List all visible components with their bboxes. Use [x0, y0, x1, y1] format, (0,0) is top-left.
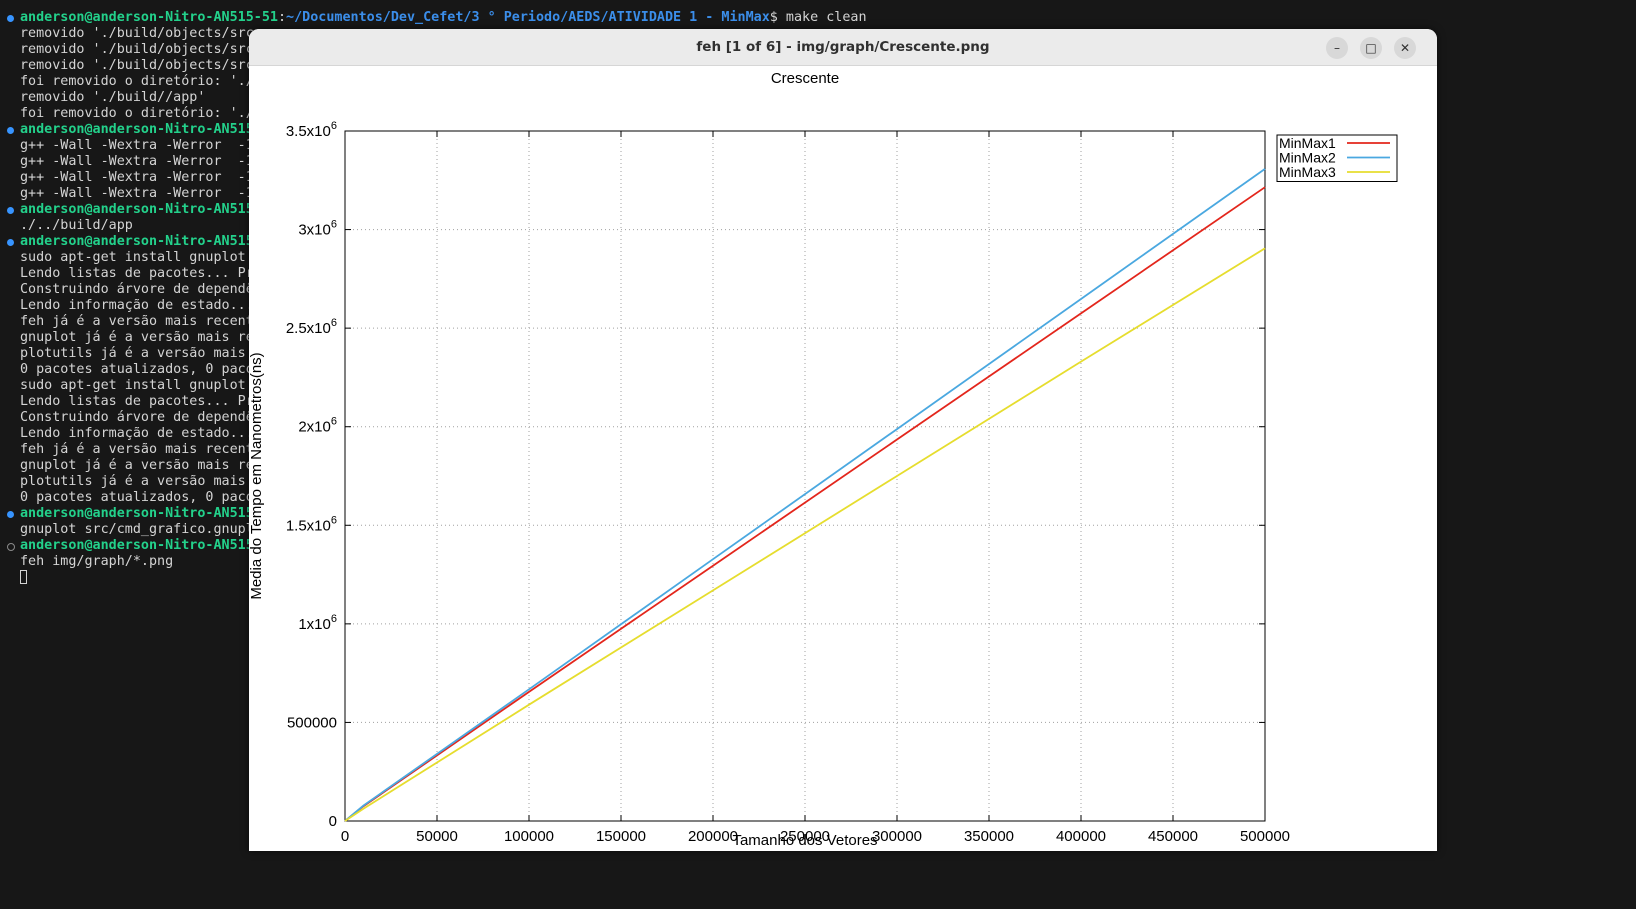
terminal-output-line: removido './build/objects/src: [20, 26, 254, 41]
prompt-status-dot-icon: [7, 15, 14, 22]
prompt-status-dot-icon: [7, 127, 14, 134]
terminal-output-line: foi removido o diretório: './: [20, 74, 254, 89]
series-line-minmax1: [344, 186, 1266, 822]
x-tick-label: 50000: [416, 828, 458, 845]
terminal-output-line: foi removido o diretório: './: [20, 106, 254, 121]
x-tick-label: 300000: [872, 828, 922, 845]
plot-canvas: 0 50000 100000 150000 200000 250000 300000 3500…: [249, 70, 1398, 849]
x-tick-label: 500000: [1240, 828, 1290, 845]
terminal-output-line: gnuplot já é a versão mais re: [20, 458, 254, 473]
x-tick-label: 0: [341, 828, 349, 845]
window-titlebar[interactable]: feh [1 of 6] - img/graph/Crescente.png –…: [249, 29, 1437, 66]
x-tick-label: 200000: [688, 828, 738, 845]
terminal-output-line: Lendo informação de estado...: [20, 426, 254, 441]
terminal-output-line: 0 pacotes atualizados, 0 paco: [20, 490, 254, 505]
close-button[interactable]: ✕: [1394, 37, 1416, 59]
terminal-output-line: Lendo informação de estado...: [20, 298, 254, 313]
x-tick-label: 250000: [780, 828, 830, 845]
y-tick-label: 3x106: [298, 219, 337, 239]
prompt-status-dot-icon: [7, 207, 14, 214]
terminal-output-line: ./../build/app: [20, 218, 133, 233]
terminal-output-line: 0 pacotes atualizados, 0 paco: [20, 362, 254, 377]
terminal-prompt-line: anderson@anderson-Nitro-AN515: [20, 506, 254, 521]
terminal-output-line: g++ -Wall -Wextra -Werror -1: [20, 138, 254, 153]
terminal-output-line: sudo apt-get install gnuplot: [20, 250, 246, 265]
terminal-output-line: g++ -Wall -Wextra -Werror -1: [20, 186, 254, 201]
terminal-output-line: removido './build/objects/src: [20, 58, 254, 73]
x-tick-label: 450000: [1148, 828, 1198, 845]
series-line-minmax2: [344, 168, 1266, 822]
x-tick-label: 100000: [504, 828, 554, 845]
legend-label: MinMax2: [1279, 150, 1336, 166]
prompt-command: $ make clean: [769, 10, 867, 25]
terminal-output-line: plotutils já é a versão mais: [20, 346, 246, 361]
terminal-output-line: sudo apt-get install gnuplot: [20, 378, 246, 393]
terminal-prompt-line: anderson@anderson-Nitro-AN515: [20, 538, 254, 553]
terminal-prompt-line: anderson@anderson-Nitro-AN515: [20, 202, 254, 217]
terminal-output-line: feh já é a versão mais recent: [20, 442, 254, 457]
terminal-output-line: Lendo listas de pacotes... Pr: [20, 394, 254, 409]
prompt-user: anderson@anderson-Nitro-AN515-51: [20, 10, 278, 25]
terminal-output-line: g++ -Wall -Wextra -Werror -1: [20, 154, 254, 169]
terminal-prompt-line: anderson@anderson-Nitro-AN515-51:~/Docum…: [20, 10, 867, 26]
legend-label: MinMax3: [1279, 164, 1336, 180]
maximize-button[interactable]: □: [1360, 37, 1382, 59]
terminal-output-line: removido './build//app': [20, 90, 206, 105]
window-title: feh [1 of 6] - img/graph/Crescente.png: [696, 39, 990, 55]
terminal-output-line: removido './build/objects/src: [20, 42, 254, 57]
prompt-colon: :: [277, 10, 287, 25]
terminal-output-line: g++ -Wall -Wextra -Werror -1: [20, 170, 254, 185]
terminal-output-line: feh img/graph/*.png: [20, 554, 174, 569]
y-tick-label: 1.5x106: [286, 514, 337, 534]
chart-title: Crescente: [771, 70, 839, 87]
terminal-cursor: [20, 570, 27, 584]
prompt-status-dot-icon: [7, 511, 14, 518]
prompt-status-dot-icon: [7, 239, 14, 246]
prompt-status-dot-icon: [7, 543, 15, 551]
y-tick-label: 500000: [287, 714, 337, 731]
terminal-output-line: Construindo árvore de dependê: [20, 282, 254, 297]
y-tick-label: 2.5x106: [286, 317, 337, 337]
feh-window[interactable]: feh [1 of 6] - img/graph/Crescente.png –…: [249, 29, 1437, 851]
y-tick-label: 2x106: [298, 416, 337, 436]
prompt-path: ~/Documentos/Dev_Cefet/3 ° Periodo/AEDS/…: [286, 10, 770, 25]
x-tick-label: 350000: [964, 828, 1014, 845]
legend-label: MinMax1: [1279, 135, 1336, 151]
terminal-prompt-line: anderson@anderson-Nitro-AN515: [20, 234, 254, 249]
x-tick-label: 400000: [1056, 828, 1106, 845]
y-tick-label: 1x106: [298, 613, 337, 633]
y-tick-label: 0: [329, 813, 337, 830]
terminal-output-line: Lendo listas de pacotes... Pr: [20, 266, 254, 281]
x-axis-label: Tamanho dos Vetores: [732, 832, 877, 849]
terminal-output-line: feh já é a versão mais recent: [20, 314, 254, 329]
series-line-minmax3: [344, 247, 1266, 822]
terminal-output-line: plotutils já é a versão mais: [20, 474, 246, 489]
terminal-output-line: gnuplot já é a versão mais re: [20, 330, 254, 345]
minimize-button[interactable]: –: [1326, 37, 1348, 59]
y-tick-label: 3.5x106: [286, 120, 337, 140]
terminal-prompt-line: anderson@anderson-Nitro-AN515: [20, 122, 254, 137]
terminal-output-line: Construindo árvore de dependê: [20, 410, 254, 425]
y-axis-label: Media do Tempo em Nanometros(ns): [249, 352, 265, 599]
x-tick-label: 150000: [596, 828, 646, 845]
terminal-output-line: gnuplot src/cmd_grafico.gnupl: [20, 522, 254, 537]
